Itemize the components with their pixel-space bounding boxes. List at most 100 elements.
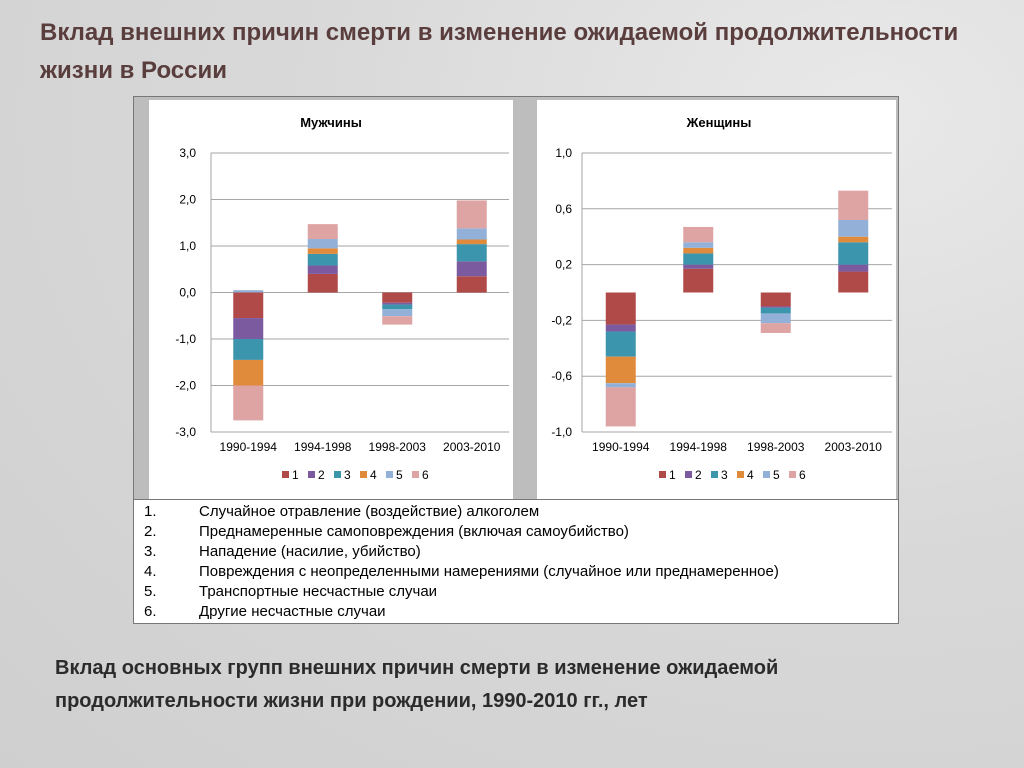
chart-panel-men: Мужчины 3,0 2,0 1,0 0,0 -1,0 -2,0 -3,0 1990-199…	[149, 100, 513, 499]
legend-label: 1	[292, 468, 299, 482]
legend-label: 3	[721, 468, 728, 482]
legend-number: 5.	[144, 583, 157, 600]
bar-segment-1	[456, 276, 487, 293]
y-tick-label: 2,0	[179, 193, 196, 207]
legend-label: 5	[396, 468, 403, 482]
legend-text: Другие несчастные случаи	[199, 603, 386, 620]
x-category-label: 1998-2003	[747, 440, 805, 454]
legend-number: 2.	[144, 523, 157, 540]
legend-swatch-1	[282, 471, 289, 478]
bar-segment-6	[307, 224, 338, 240]
bar-segment-6	[683, 226, 714, 243]
chart-men: Мужчины 3,0 2,0 1,0 0,0 -1,0 -2,0 -3,0 1990-199…	[175, 115, 509, 482]
bar-segment-2	[838, 264, 869, 272]
legend-number: 3.	[144, 543, 157, 560]
bar-segment-1	[307, 273, 338, 293]
bar-segment-6	[605, 387, 636, 427]
bar-segment-6	[838, 190, 869, 220]
legend-row: 6. Другие несчастные случаи	[134, 602, 898, 622]
bar-segment-5	[307, 239, 338, 249]
legend-text: Повреждения с неопределенными намерениям…	[199, 563, 779, 580]
chart-title: Женщины	[686, 115, 752, 130]
legend-label: 4	[370, 468, 377, 482]
bar-segment-5	[683, 242, 714, 248]
legend-label: 5	[773, 468, 780, 482]
x-category-label: 1990-1994	[220, 440, 278, 454]
legend-row: 4. Повреждения с неопределенными намерен…	[134, 562, 898, 582]
bar-segment-3	[307, 253, 338, 266]
y-tick-label: 1,0	[179, 239, 196, 253]
bar-segment-6	[382, 316, 413, 325]
y-tick-label: -1,0	[551, 425, 572, 439]
bar-segment-5	[456, 228, 487, 240]
legend-swatch-5	[386, 471, 393, 478]
chart-panel-women: Женщины 1,0 0,6 0,2 -0,2 -0,6 -1,0 1990-1994 19…	[537, 100, 896, 499]
legend-text: Транспортные несчастные случаи	[199, 583, 438, 600]
legend-text: Преднамеренные самоповреждения (включая …	[199, 523, 629, 540]
chart-title: Мужчины	[300, 115, 362, 130]
figure-caption: Вклад основных групп внешних причин смер…	[55, 657, 779, 712]
legend-row: 2. Преднамеренные самоповреждения (включ…	[134, 522, 898, 542]
y-tick-label: 1,0	[555, 146, 572, 160]
bar-segment-5	[605, 383, 636, 388]
bar-segment-3	[605, 331, 636, 357]
legend-swatch-6	[412, 471, 419, 478]
bar-segment-4	[838, 236, 869, 243]
legend-swatch-3	[334, 471, 341, 478]
bar-segment-3	[683, 253, 714, 265]
legend-swatch-2	[308, 471, 315, 478]
bar-segment-2	[760, 306, 791, 308]
bar-segment-6	[760, 323, 791, 333]
x-category-label: 1994-1998	[294, 440, 352, 454]
legend-swatch-5	[763, 471, 770, 478]
bar-segment-2	[605, 324, 636, 332]
bar-segment-6	[456, 200, 487, 229]
legend-text: Нападение (насилие, убийство)	[199, 543, 421, 560]
legend-label: 4	[747, 468, 754, 482]
bar-segment-3	[760, 307, 791, 314]
legend-label: 1	[669, 468, 676, 482]
bar-segment-1	[233, 292, 264, 319]
bar-segment-5	[233, 290, 264, 293]
bar-segment-1	[683, 268, 714, 293]
legend-label: 2	[318, 468, 325, 482]
bar-segment-2	[233, 318, 264, 339]
y-tick-label: 3,0	[179, 146, 196, 160]
y-tick-label: 0,0	[179, 286, 196, 300]
bar-segment-1	[605, 292, 636, 325]
legend-label: 2	[695, 468, 702, 482]
legend-number: 4.	[144, 563, 157, 580]
legend-swatch-4	[737, 471, 744, 478]
cause-legend-table: 1. Случайное отравление (воздействие) ал…	[133, 500, 899, 624]
x-category-label: 1994-1998	[670, 440, 728, 454]
bar-segment-4	[307, 248, 338, 254]
legend-row: 5. Транспортные несчастные случаи	[134, 582, 898, 602]
bar-segment-5	[760, 313, 791, 324]
x-category-label: 2003-2010	[443, 440, 501, 454]
legend-row: 1. Случайное отравление (воздействие) ал…	[134, 502, 898, 522]
legend-number: 6.	[144, 603, 157, 620]
legend-label: 6	[422, 468, 429, 482]
legend-label: 3	[344, 468, 351, 482]
slide-title: Вклад внешних причин смерти в изменение …	[40, 19, 959, 84]
bar-segment-4	[683, 247, 714, 254]
y-tick-label: -0,2	[551, 313, 572, 327]
y-tick-label: -0,6	[551, 369, 572, 383]
bar-segment-2	[683, 264, 714, 269]
bar-segment-3	[456, 244, 487, 262]
legend-swatch-3	[711, 471, 718, 478]
y-tick-label: 0,6	[555, 202, 572, 216]
legend-swatch-4	[360, 471, 367, 478]
y-tick-label: -2,0	[175, 379, 196, 393]
y-tick-label: -3,0	[175, 425, 196, 439]
legend-swatch-2	[685, 471, 692, 478]
bar-segment-3	[233, 339, 264, 360]
legend-label: 6	[799, 468, 806, 482]
bar-segment-2	[456, 261, 487, 277]
bar-segment-3	[838, 242, 869, 265]
bar-segment-4	[605, 356, 636, 384]
bar-segment-1	[838, 271, 869, 293]
bar-segment-6	[233, 385, 264, 421]
x-category-label: 1990-1994	[592, 440, 650, 454]
legend-row: 3. Нападение (насилие, убийство)	[134, 542, 898, 562]
